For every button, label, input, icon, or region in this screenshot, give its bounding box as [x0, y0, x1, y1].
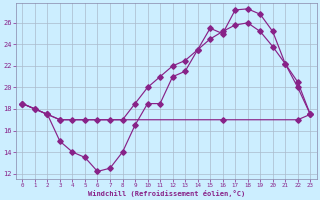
X-axis label: Windchill (Refroidissement éolien,°C): Windchill (Refroidissement éolien,°C) — [88, 190, 245, 197]
